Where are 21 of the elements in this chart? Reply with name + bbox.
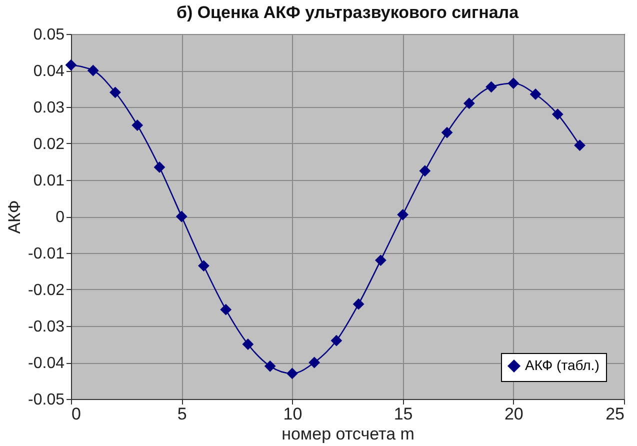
x-axis-title: номер отсчета m <box>282 424 414 444</box>
y-tick-label: -0.02 <box>28 282 65 299</box>
y-tick-label: 0.02 <box>33 136 65 153</box>
y-tick-label: 0.01 <box>33 172 65 190</box>
chart-title: б) Оценка АКФ ультразвукового сигнала <box>176 3 520 22</box>
x-tick-label: 5 <box>177 404 187 424</box>
legend-label: АКФ (табл.) <box>525 357 600 373</box>
y-tick-label: 0.05 <box>33 26 65 44</box>
y-tick-label: -0.04 <box>28 355 65 372</box>
x-tick-label: 20 <box>504 404 524 424</box>
y-tick-label: 0.03 <box>33 100 65 116</box>
x-tick-label: 15 <box>394 404 413 424</box>
x-tick-label: 25 <box>606 404 624 424</box>
y-tick-label: 0.04 <box>33 63 65 80</box>
x-tick-label: 10 <box>283 404 302 424</box>
y-axis-title: АКФ <box>5 200 24 234</box>
y-tick-label: 0 <box>56 209 65 226</box>
x-tick-label: 0 <box>72 404 81 424</box>
y-tick-label: -0.01 <box>28 246 65 262</box>
y-tick-label: -0.05 <box>28 392 65 408</box>
y-tick-label: -0.03 <box>28 318 65 336</box>
